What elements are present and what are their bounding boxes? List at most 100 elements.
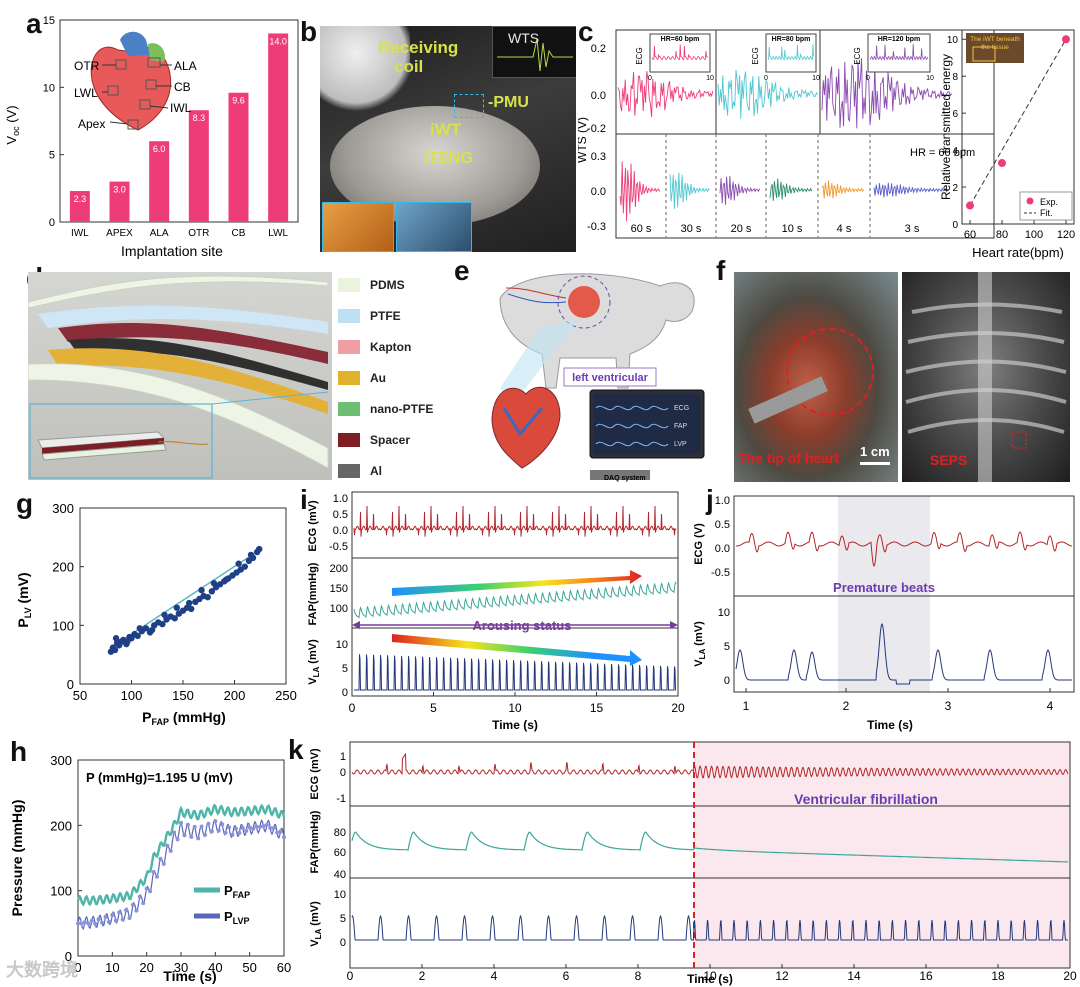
- c-bottom-ytick: -0.3: [587, 221, 606, 233]
- panel-a-bar-chart: 0 5 10 15 2.3 IWL 3.0 APEX 6.0 ALA 8.3 OTR 9.6 CB 14.0…: [4, 15, 299, 259]
- scatter-point: [136, 625, 143, 632]
- inset-title: HR=80 bpm: [772, 36, 811, 43]
- i-ecg-label: ECG (mV): [307, 500, 319, 552]
- label-tip-of-heart: The tip of heart: [738, 450, 840, 466]
- xtick-label: IWL: [71, 228, 89, 239]
- heart-label-otr: OTR: [74, 59, 100, 73]
- h-xlabel: Time (s): [163, 968, 216, 984]
- lvp-marker: [110, 912, 115, 917]
- legend-lvp-label: PLVP: [224, 909, 250, 926]
- j-ecg-tick: 0.0: [715, 543, 730, 555]
- exp-point: [1062, 35, 1070, 44]
- lvp-marker: [137, 894, 142, 899]
- panel-label-c: c: [578, 16, 594, 47]
- inset-xtick: 10: [926, 75, 934, 82]
- scatter-point: [247, 551, 255, 559]
- lvp-marker: [278, 829, 283, 834]
- label-wts: WTS: [508, 30, 540, 46]
- lvp-marker: [161, 861, 166, 866]
- i-fap-tick: 100: [330, 603, 348, 615]
- legend-item-au: Au: [338, 371, 386, 385]
- legend-item-nano-ptfe: nano-PTFE: [338, 402, 433, 416]
- i-vla-label: VLA (mV): [307, 639, 321, 685]
- scatter-point: [124, 638, 131, 645]
- premature-highlight: [838, 496, 930, 692]
- h-xtick: 40: [208, 960, 222, 975]
- scatter-point: [159, 620, 166, 628]
- bar-value-label: 14.0: [269, 36, 287, 46]
- scatter-point: [112, 635, 120, 642]
- h-ytick: 200: [50, 818, 72, 833]
- plot-frame: [59, 19, 299, 223]
- lvp-marker: [220, 822, 225, 827]
- legend-swatch: [338, 371, 360, 385]
- wts-monitor: [492, 26, 576, 78]
- lvp-marker: [261, 824, 266, 829]
- i-ecg-tick: 0.0: [333, 525, 348, 537]
- j-vla-tick: 0: [724, 675, 730, 687]
- lvp-marker: [172, 830, 177, 835]
- lvp-marker: [209, 829, 214, 834]
- scale-bar: [860, 462, 890, 465]
- scatter-point: [208, 588, 216, 595]
- bar-lwl: [268, 33, 289, 222]
- legend-fap-label: PFAP: [224, 883, 250, 900]
- ecg-inset-60: HR=60 bpm ECG 0 10: [635, 33, 714, 82]
- h-xtick: 50: [242, 960, 256, 975]
- lvp-marker: [141, 901, 146, 906]
- inset-xtick: 0: [648, 75, 652, 82]
- heart-label-lwl: LWL: [74, 86, 98, 100]
- g-xtick: 150: [172, 688, 194, 703]
- label-seps: SEPS: [930, 452, 968, 468]
- bar-otr: [188, 110, 209, 222]
- inset-photo-1: [322, 202, 394, 252]
- c-ylabel: WTS (V): [578, 117, 589, 163]
- bar-apex: [109, 181, 130, 222]
- fap-trace: [353, 581, 677, 619]
- c-right-ytick: 2: [952, 183, 958, 194]
- i-ecg-tick: 1.0: [333, 493, 348, 505]
- scatter-point: [173, 604, 181, 611]
- h-ytick: 100: [50, 884, 72, 899]
- watermark: 大数跨境: [6, 960, 78, 980]
- lvp-marker: [154, 874, 159, 879]
- glove-hand: [320, 26, 410, 116]
- panel-a-ylabel: Voc (V): [4, 105, 21, 144]
- scatter-point: [188, 605, 195, 613]
- ytick-label: 0: [49, 217, 55, 229]
- i-xlabel: Time (s): [492, 718, 538, 732]
- k-vla-tick: 10: [334, 889, 346, 901]
- k-xtick: 4: [491, 969, 498, 983]
- segment-label: 4 s: [837, 223, 852, 235]
- panel-label-j: j: [706, 484, 714, 515]
- lvp-marker: [158, 856, 163, 861]
- panel-a-xlabel: Implantation site: [121, 243, 223, 259]
- inset-ylabel: ECG: [635, 47, 644, 64]
- k-fap-tick: 60: [334, 847, 346, 859]
- j-ecg-tick: 1.0: [715, 495, 730, 507]
- lvp-marker: [199, 824, 204, 829]
- legend-label: Al: [370, 464, 382, 478]
- c-top-ytick: -0.2: [587, 123, 606, 135]
- h-xtick: 60: [277, 960, 291, 975]
- lvp-marker: [227, 825, 232, 830]
- legend-item-kapton: Kapton: [338, 340, 411, 354]
- scatter-point: [161, 611, 168, 618]
- lvp-marker: [179, 820, 183, 825]
- lvp-marker: [144, 886, 149, 891]
- panel-label-e: e: [454, 255, 470, 286]
- lvp-marker: [268, 826, 273, 831]
- exp-point: [966, 201, 974, 210]
- c-top-ytick: 0.0: [591, 90, 606, 102]
- h-xtick: 30: [174, 960, 188, 975]
- screen-label: ECG: [674, 405, 689, 412]
- decreasing-arrow: [392, 634, 642, 666]
- j-xlabel: Time (s): [867, 718, 913, 732]
- lvp-marker: [254, 824, 259, 829]
- panel-label-a: a: [26, 8, 42, 39]
- j-ecg-tick: -0.5: [711, 567, 730, 579]
- panel-d-legend: PDMS PTFE Kapton Au nano-PTFE Spacer Al: [338, 278, 448, 478]
- i-xtick: 15: [590, 701, 604, 715]
- g-ylabel: PLV (mV): [15, 572, 33, 627]
- screen-label: LVP: [674, 441, 687, 448]
